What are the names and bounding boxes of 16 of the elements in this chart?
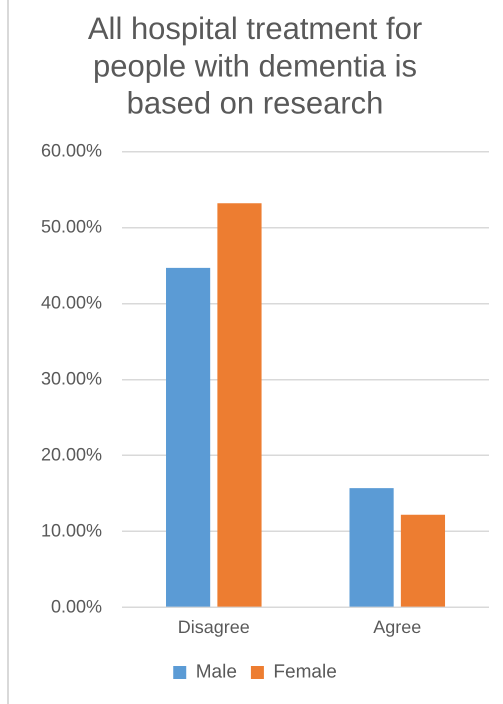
legend-label: Female [273,662,337,683]
bar [166,268,210,607]
bar [349,488,394,607]
bar [400,514,446,607]
bar [217,203,262,607]
x-tick-label: Disagree [178,617,250,638]
y-tick-label: 30.00% [40,368,102,388]
y-tick-label: 40.00% [40,292,102,312]
y-tick-label: 60.00% [40,140,102,161]
y-tick-label: 50.00% [40,216,102,237]
y-tick-label: 0.00% [51,596,102,616]
legend-label: Male [196,662,237,683]
y-tick-label: 10.00% [40,520,102,540]
y-tick-label: 20.00% [40,444,102,464]
chart-title: All hospital treatment for people with dementia is based on research [88,11,422,121]
x-tick-label: Agree [373,617,422,638]
